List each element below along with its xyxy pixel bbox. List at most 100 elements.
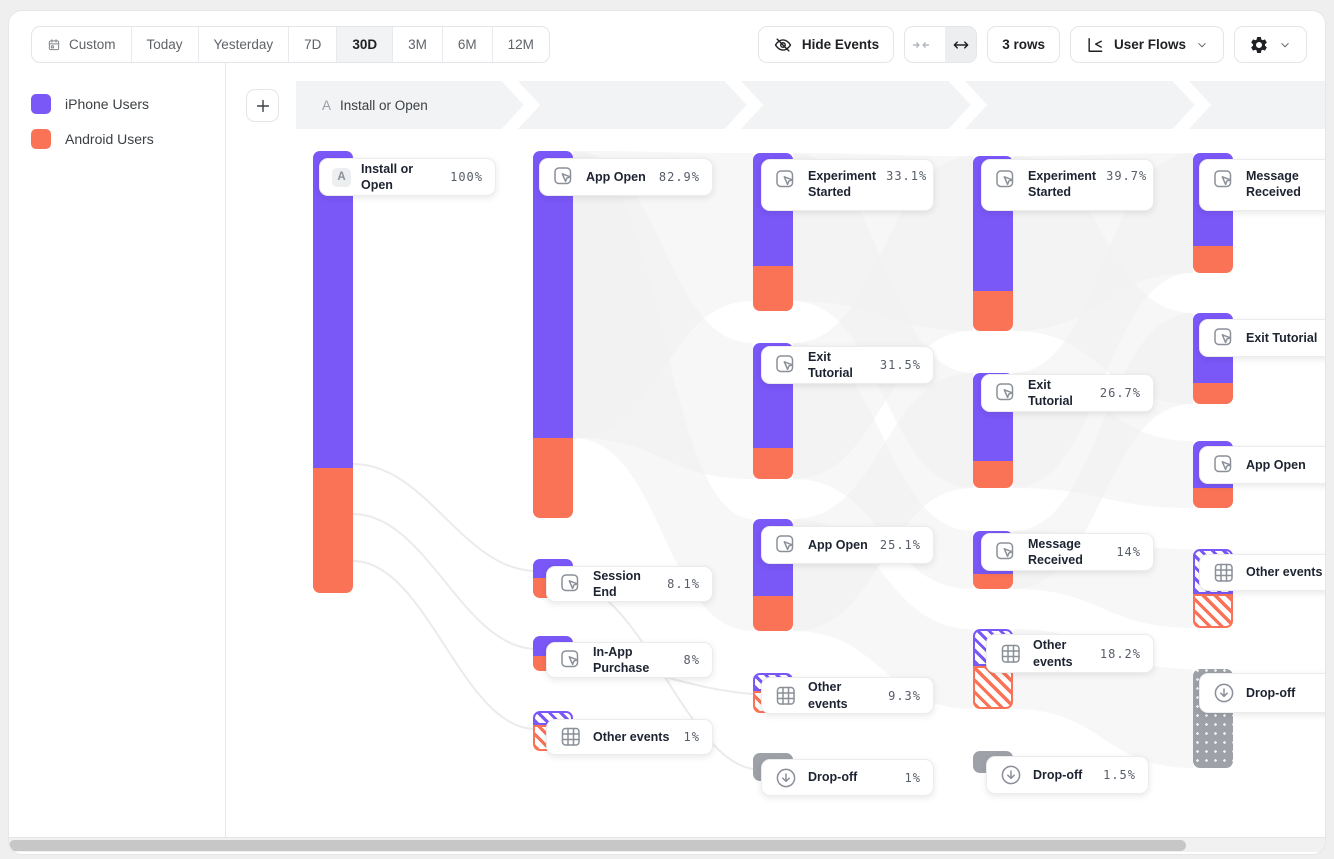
node-label: Session End — [593, 568, 641, 599]
date-range-today[interactable]: Today — [132, 27, 199, 62]
settings-dropdown[interactable] — [1234, 26, 1307, 63]
bar-experiment-started-android[interactable] — [753, 266, 793, 311]
date-range-30d[interactable]: 30D — [337, 27, 394, 62]
hide-events-button[interactable]: Hide Events — [757, 26, 895, 63]
drop-off-icon — [1212, 681, 1236, 705]
node-value: 31.5% — [879, 358, 921, 372]
bar-install-or-open-android[interactable] — [313, 468, 353, 593]
node-label: Drop-off — [1033, 767, 1083, 782]
event-icon — [559, 648, 583, 672]
node-card-in-app-purchase[interactable]: In-App Purchase 8% — [546, 642, 713, 678]
node-card-drop-off[interactable]: Drop-off — [1199, 673, 1325, 713]
node-label: Experiment Started — [808, 169, 877, 200]
event-icon — [1212, 326, 1236, 350]
view-type-label: User Flows — [1113, 37, 1186, 52]
grid-icon — [999, 642, 1023, 666]
bar-app-open-iphone[interactable] — [533, 151, 573, 438]
event-icon — [1212, 168, 1236, 192]
node-label: Message Received — [1028, 536, 1083, 567]
bar-message-received-android[interactable] — [973, 574, 1013, 589]
node-card-other-events[interactable]: Other events 1% — [546, 719, 713, 755]
node-card-message-received[interactable]: Message Received 14% — [981, 533, 1154, 571]
node-label: Message Received — [1246, 169, 1301, 200]
hide-events-label: Hide Events — [801, 37, 880, 52]
bar-message-received-android[interactable] — [1193, 246, 1233, 273]
node-label: Install or Open — [361, 161, 414, 192]
bar-experiment-started-android[interactable] — [973, 291, 1013, 331]
node-value: 18.2% — [1099, 646, 1141, 661]
node-label: Drop-off — [1246, 685, 1296, 700]
node-value: 25.1% — [879, 538, 921, 552]
legend-label: Android Users — [65, 131, 154, 147]
node-card-message-received[interactable]: Message Received — [1199, 159, 1325, 211]
legend-item-android-users[interactable]: Android Users — [31, 129, 154, 149]
node-card-other-events[interactable]: Other events 18.2% — [986, 634, 1154, 673]
node-value: 9.3% — [888, 688, 921, 703]
event-icon — [994, 381, 1018, 405]
event-icon — [774, 533, 798, 557]
collapse-expand-control — [904, 26, 978, 63]
date-range-label: 12M — [507, 37, 534, 52]
step-label: Install or Open — [340, 97, 428, 113]
date-range-3m[interactable]: 3M — [393, 27, 443, 62]
bar-install-or-open-iphone[interactable] — [313, 151, 353, 468]
add-step-button[interactable] — [246, 89, 279, 122]
date-range-label: 3M — [408, 37, 427, 52]
node-card-install-or-open[interactable]: A Install or Open 100% — [319, 158, 496, 196]
view-type-dropdown[interactable]: User Flows — [1069, 26, 1224, 63]
rows-button[interactable]: 3 rows — [987, 26, 1060, 63]
node-card-app-open[interactable]: App Open 25.1% — [761, 526, 934, 564]
horizontal-scrollbar[interactable] — [9, 837, 1325, 852]
bar-app-open-android[interactable] — [1193, 488, 1233, 508]
node-value: 100% — [450, 170, 483, 184]
user-flows-panel: Custom Today Yesterday 7D 30D 3M 6M 12M … — [8, 10, 1326, 855]
node-card-app-open[interactable]: App Open — [1199, 446, 1325, 484]
node-label: Other events — [808, 680, 848, 711]
event-icon — [774, 168, 798, 192]
node-label: App Open — [808, 537, 868, 552]
node-label: Exit Tutorial — [1246, 330, 1318, 345]
node-card-exit-tutorial[interactable]: Exit Tutorial — [1199, 319, 1325, 357]
bar-exit-tutorial-android[interactable] — [973, 461, 1013, 488]
bar-exit-tutorial-android[interactable] — [753, 448, 793, 479]
node-label: Exit Tutorial — [1028, 377, 1073, 408]
node-label: App Open — [1246, 457, 1306, 472]
node-label: Other events — [1033, 638, 1073, 669]
node-card-experiment-started[interactable]: Experiment Started 33.1% — [761, 159, 934, 211]
node-value: 8.1% — [667, 577, 700, 591]
breadcrumb-chevrons — [501, 81, 1212, 129]
step-letter: A — [322, 97, 332, 113]
bar-app-open-android[interactable] — [753, 596, 793, 631]
bar-app-open-android[interactable] — [533, 438, 573, 518]
date-range-label: Custom — [69, 37, 116, 52]
node-card-other-events[interactable]: Other events 9.3% — [761, 677, 934, 714]
node-card-session-end[interactable]: Session End 8.1% — [546, 566, 713, 602]
date-range-7d[interactable]: 7D — [289, 27, 338, 62]
node-card-app-open[interactable]: App Open 82.9% — [539, 158, 713, 196]
event-icon — [552, 165, 576, 189]
date-range-custom[interactable]: Custom — [32, 27, 132, 62]
bar-exit-tutorial-android[interactable] — [1193, 383, 1233, 404]
breadcrumb-step-a[interactable]: A Install or Open — [322, 81, 428, 129]
node-card-drop-off[interactable]: Drop-off 1.5% — [986, 756, 1149, 794]
node-card-exit-tutorial[interactable]: Exit Tutorial 31.5% — [761, 346, 934, 384]
date-range-label: Yesterday — [213, 37, 274, 52]
node-label: Experiment Started — [1028, 169, 1097, 200]
node-label: In-App Purchase — [593, 644, 650, 675]
node-value: 1% — [683, 730, 700, 744]
grid-icon — [559, 725, 583, 749]
step-a-badge: A — [332, 167, 351, 187]
node-label: Exit Tutorial — [808, 349, 853, 380]
date-range-6m[interactable]: 6M — [443, 27, 493, 62]
date-range-12m[interactable]: 12M — [493, 27, 549, 62]
expand-columns-button[interactable] — [945, 27, 977, 62]
legend-item-iphone-users[interactable]: iPhone Users — [31, 94, 149, 114]
node-card-drop-off[interactable]: Drop-off 1% — [761, 759, 934, 796]
grid-icon — [1212, 561, 1236, 585]
node-card-experiment-started[interactable]: Experiment Started 39.7% — [981, 159, 1154, 211]
scrollbar-thumb[interactable] — [9, 840, 1186, 851]
date-range-yesterday[interactable]: Yesterday — [199, 27, 290, 62]
node-card-other-events[interactable]: Other events — [1199, 554, 1325, 591]
bar-other-events-android[interactable] — [1193, 594, 1233, 628]
node-card-exit-tutorial[interactable]: Exit Tutorial 26.7% — [981, 374, 1154, 412]
